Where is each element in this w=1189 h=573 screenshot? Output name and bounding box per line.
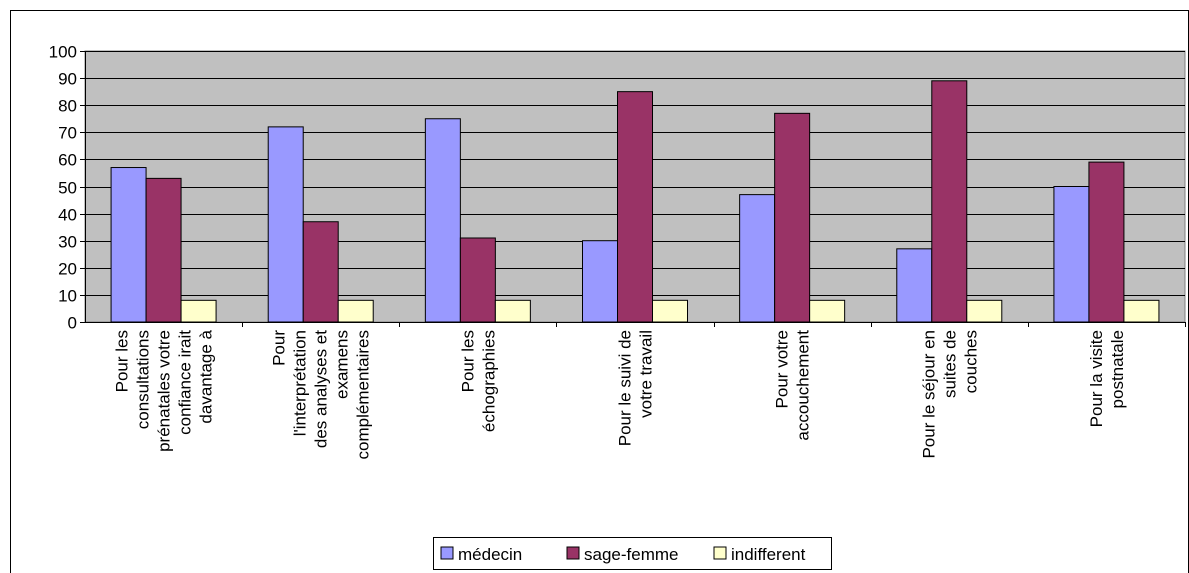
legend-label: sage-femme (584, 545, 678, 564)
x-tick-label: Pour votre (773, 330, 792, 408)
bar-mdecin (267, 126, 304, 323)
x-tick-label: confiance irait (176, 330, 195, 435)
x-tick-label: postnatale (1108, 330, 1127, 408)
legend-swatch (713, 546, 727, 560)
x-tick-label: Pour le séjour en (919, 330, 938, 459)
x-tick-label: Pour (270, 330, 289, 366)
legend: médecin sage-femme indifferent (433, 537, 832, 570)
y-tick-label: 80 (58, 97, 77, 116)
y-tick-label: 70 (58, 124, 77, 143)
bar-mdecin (582, 240, 618, 323)
bar-indifferent (180, 299, 217, 323)
legend-label: médecin (458, 545, 522, 564)
x-tick-label: suites de (940, 330, 959, 398)
bar-mdecin (110, 167, 147, 323)
x-tick-label: davantage à (197, 329, 216, 423)
x-tick-label: complémentaires (354, 330, 373, 459)
legend-box (433, 537, 832, 570)
y-tick-label: 90 (58, 70, 77, 89)
x-tick-label: votre travail (637, 330, 656, 418)
x-tick-label: échographies (479, 330, 498, 432)
x-tick-label: prénatales votre (155, 330, 174, 452)
x-tick-label: consultations (134, 330, 153, 429)
bar-indifferent (652, 299, 688, 323)
y-tick-label: 0 (68, 314, 77, 333)
x-tick-label: couches (961, 330, 980, 393)
y-tick-label: 20 (58, 260, 77, 279)
x-tick-label: examens (333, 330, 352, 399)
x-tick-label: Pour les (113, 330, 132, 392)
bar-sagefemme (617, 91, 653, 323)
y-tick-label: 30 (58, 233, 77, 252)
bar-indifferent (337, 299, 374, 323)
y-tick-label: 10 (58, 287, 77, 306)
bar-sagefemme (459, 237, 496, 323)
x-tick-label: Pour la visite (1087, 330, 1106, 427)
x-tick-label: accouchement (794, 330, 813, 441)
bar-mdecin (739, 194, 776, 323)
legend-swatch (440, 546, 454, 560)
bar-indifferent (494, 299, 531, 323)
bar-indifferent (966, 299, 1003, 323)
y-tick-label: 40 (58, 206, 77, 225)
bars (110, 80, 1160, 323)
bar-indifferent (809, 299, 846, 323)
x-tick-label: Pour les (458, 330, 477, 392)
bar-indifferent (1123, 299, 1160, 323)
x-tick-label: des analyses et (312, 330, 331, 448)
legend-label: indifferent (731, 545, 806, 564)
bar-sagefemme (774, 112, 811, 323)
bar-mdecin (896, 248, 933, 323)
legend-swatch (566, 546, 580, 560)
y-tick-label: 60 (58, 151, 77, 170)
x-tick-label: l'interprétation (291, 330, 310, 436)
bar-sagefemme (931, 80, 968, 323)
bar-sagefemme (302, 221, 339, 323)
bar-mdecin (424, 118, 461, 323)
x-tick-label: Pour le suivi de (616, 330, 635, 446)
bar-mdecin (1053, 186, 1090, 323)
y-tick-label: 50 (58, 179, 77, 198)
y-tick-label: 100 (49, 43, 77, 62)
bar-sagefemme (145, 177, 182, 323)
bar-sagefemme (1088, 161, 1125, 323)
